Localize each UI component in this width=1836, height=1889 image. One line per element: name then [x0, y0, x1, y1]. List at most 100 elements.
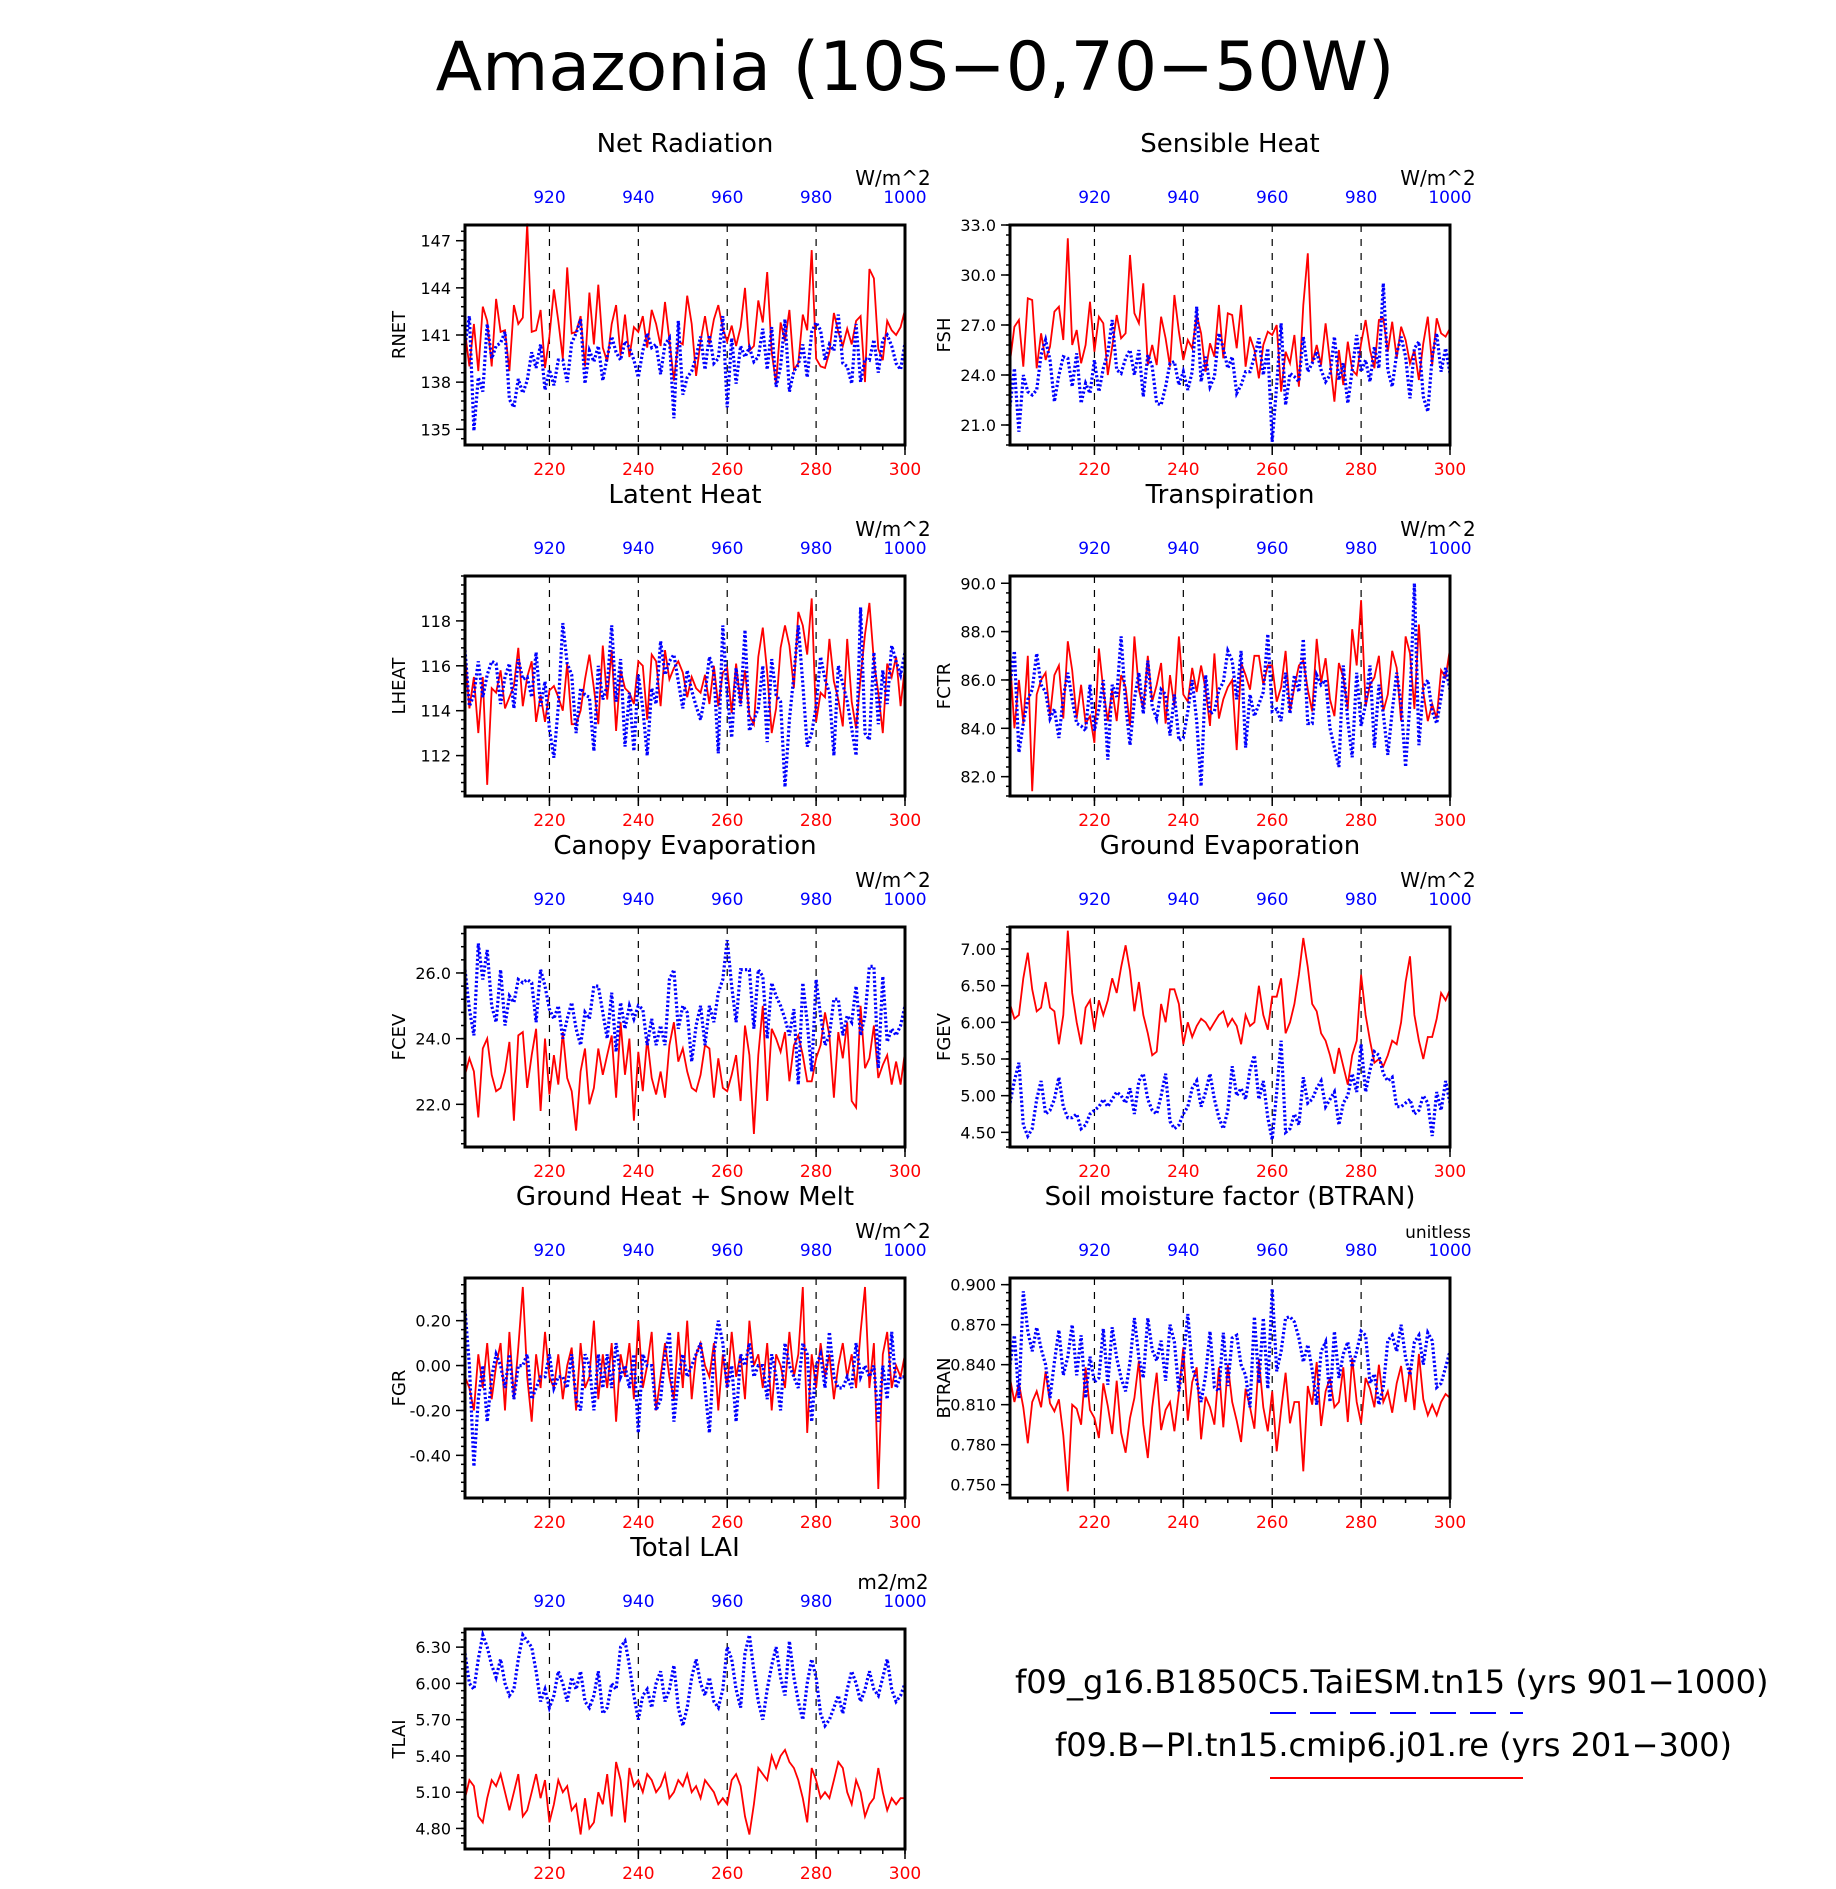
y-tick-label: 24.0	[960, 366, 996, 385]
x-top-tick-label: 920	[1078, 188, 1110, 208]
x-bottom-tick-label: 260	[711, 1513, 743, 1533]
x-bottom-tick-label: 240	[622, 1162, 654, 1182]
y-axis-label: LHEAT	[389, 657, 410, 715]
x-top-tick-label: 940	[622, 890, 654, 910]
x-bottom-tick-label: 300	[889, 811, 921, 831]
x-top-tick-label: 1000	[883, 1241, 926, 1261]
x-top-tick-label: 920	[533, 1592, 565, 1612]
x-bottom-tick-label: 240	[622, 1513, 654, 1533]
x-bottom-tick-label: 220	[1078, 811, 1110, 831]
x-bottom-tick-label: 220	[1078, 1162, 1110, 1182]
plot-frame	[463, 925, 907, 1149]
x-top-tick-label: 920	[533, 539, 565, 559]
series-line-blue	[463, 314, 907, 432]
y-axis-label: BTRAN	[934, 1358, 955, 1419]
x-bottom-tick-label: 220	[533, 811, 565, 831]
series-line-red	[1009, 600, 1451, 792]
y-tick-label: 147	[420, 232, 451, 251]
x-top-tick-label: 920	[533, 890, 565, 910]
x-top-tick-label: 960	[711, 1592, 743, 1612]
x-top-tick-label: 1000	[883, 1592, 926, 1612]
y-tick-label: 144	[420, 279, 451, 298]
y-tick-label: 24.0	[415, 1030, 451, 1049]
x-top-tick-label: 980	[800, 539, 832, 559]
y-tick-label: 21.0	[960, 416, 996, 435]
plot-frame	[463, 574, 907, 798]
page-title: Amazonia (10S−0,70−50W)	[436, 28, 1395, 107]
y-tick-label: 135	[420, 420, 451, 439]
y-tick-label: -0.40	[410, 1446, 451, 1465]
x-bottom-tick-label: 220	[533, 1162, 565, 1182]
units-label: W/m^2	[1400, 868, 1475, 892]
x-bottom-tick-label: 240	[1167, 811, 1199, 831]
y-axis-label: FSH	[934, 318, 955, 353]
y-tick-label: 4.80	[415, 1819, 451, 1838]
x-top-tick-label: 940	[622, 539, 654, 559]
series-line-red	[1009, 1347, 1451, 1492]
y-axis-label: FGR	[389, 1370, 410, 1407]
chart-panel-fgev: Ground Evaporation W/m^2 4.50 5.00 5.50 6.00 6…	[934, 831, 1476, 1182]
x-bottom-tick-label: 260	[711, 460, 743, 480]
chart-panel-rnet: Net Radiation W/m^2 135 138 141 144 147 RNET 220…	[389, 129, 931, 480]
y-tick-label: 5.10	[415, 1783, 451, 1802]
x-top-tick-label: 980	[1345, 890, 1377, 910]
series-line-red	[1009, 238, 1451, 402]
y-axis-label: FCTR	[934, 663, 955, 709]
x-bottom-tick-label: 260	[711, 811, 743, 831]
panel-title: Soil moisture factor (BTRAN)	[1045, 1182, 1416, 1212]
x-top-tick-label: 940	[622, 1592, 654, 1612]
x-bottom-tick-label: 260	[711, 1162, 743, 1182]
y-tick-label: 5.50	[960, 1050, 996, 1069]
panel-title: Total LAI	[629, 1533, 740, 1563]
x-top-tick-label: 960	[1256, 1241, 1288, 1261]
x-bottom-tick-label: 280	[1345, 1513, 1377, 1533]
x-bottom-tick-label: 220	[533, 1513, 565, 1533]
x-top-tick-label: 980	[800, 1592, 832, 1612]
y-tick-label: 7.00	[960, 940, 996, 959]
x-bottom-tick-label: 240	[1167, 1513, 1199, 1533]
y-tick-label: 5.70	[415, 1711, 451, 1730]
x-bottom-tick-label: 240	[622, 811, 654, 831]
y-axis-label: FGEV	[934, 1012, 955, 1061]
units-label: W/m^2	[855, 1219, 930, 1243]
x-bottom-tick-label: 220	[1078, 1513, 1110, 1533]
x-top-tick-label: 940	[1167, 890, 1199, 910]
y-tick-label: 0.00	[415, 1357, 451, 1376]
y-tick-label: 0.780	[950, 1436, 996, 1455]
x-top-tick-label: 940	[1167, 188, 1199, 208]
x-bottom-tick-label: 300	[889, 1513, 921, 1533]
x-bottom-tick-label: 240	[1167, 460, 1199, 480]
chart-panel-tlai: Total LAI m2/m2 4.80 5.10 5.40 5.70 6.00 6.30 TL…	[389, 1533, 929, 1884]
y-tick-label: -0.20	[410, 1401, 451, 1420]
x-top-tick-label: 960	[711, 890, 743, 910]
y-tick-label: 27.0	[960, 316, 996, 335]
y-tick-label: 82.0	[960, 768, 996, 787]
x-top-tick-label: 940	[1167, 1241, 1199, 1261]
x-bottom-tick-label: 300	[1434, 460, 1466, 480]
x-top-tick-label: 980	[800, 890, 832, 910]
x-bottom-tick-label: 280	[800, 811, 832, 831]
x-bottom-tick-label: 300	[889, 460, 921, 480]
x-top-tick-label: 960	[711, 539, 743, 559]
y-tick-label: 112	[420, 747, 451, 766]
plot-frame	[1008, 925, 1452, 1149]
y-axis-label: RNET	[389, 310, 410, 359]
y-tick-label: 33.0	[960, 216, 996, 235]
y-tick-label: 0.810	[950, 1396, 996, 1415]
series-line-blue	[463, 1628, 907, 1730]
panel-title: Transpiration	[1145, 480, 1315, 510]
x-bottom-tick-label: 260	[711, 1864, 743, 1884]
y-tick-label: 4.50	[960, 1123, 996, 1142]
y-tick-label: 5.00	[960, 1087, 996, 1106]
x-bottom-tick-label: 280	[1345, 460, 1377, 480]
series-line-blue	[463, 607, 907, 788]
x-bottom-tick-label: 260	[1256, 1513, 1288, 1533]
panel-title: Ground Heat + Snow Melt	[516, 1182, 854, 1212]
x-top-tick-label: 1000	[883, 539, 926, 559]
x-top-tick-label: 920	[1078, 1241, 1110, 1261]
y-tick-label: 116	[420, 657, 451, 676]
x-bottom-tick-label: 280	[1345, 1162, 1377, 1182]
x-top-tick-label: 960	[711, 1241, 743, 1261]
x-bottom-tick-label: 240	[622, 1864, 654, 1884]
